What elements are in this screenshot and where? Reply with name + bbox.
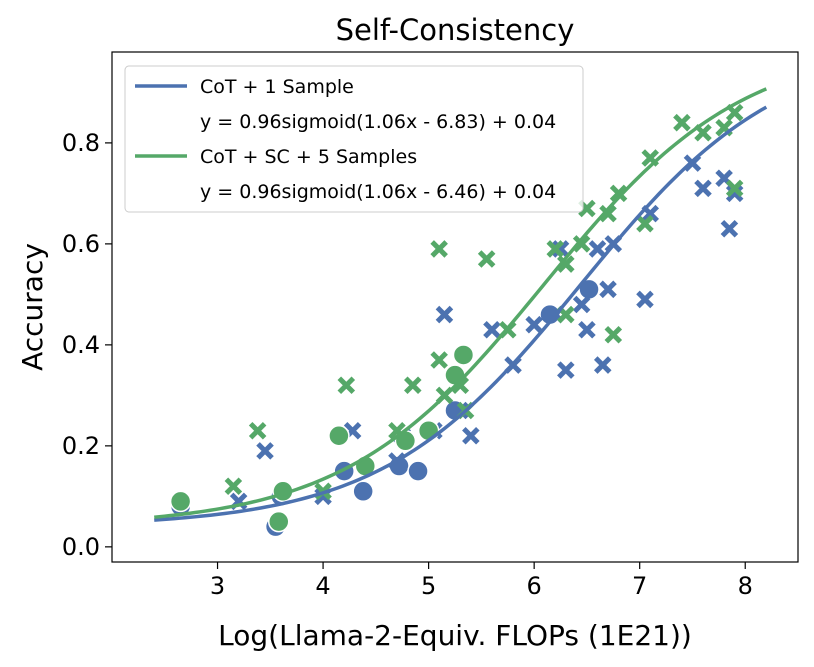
x-tick-label: 5: [421, 572, 436, 600]
data-point-x: [248, 421, 267, 440]
data-point-x: [636, 290, 654, 309]
fit-line: [154, 105, 768, 522]
data-point-x: [337, 376, 356, 395]
data-point-x: [224, 477, 243, 496]
data-point-circle: [268, 510, 290, 533]
x-tick-label: 7: [632, 572, 647, 600]
data-point-x: [694, 179, 712, 198]
x-tick-label: 8: [738, 572, 753, 600]
y-tick-label: 0.4: [62, 331, 100, 359]
legend-equation: y = 0.96sigmoid(1.06x - 6.83) + 0.04: [200, 111, 556, 133]
y-axis-label: Accuracy: [16, 243, 49, 371]
y-tick-label: 0.0: [62, 533, 100, 561]
data-point-x: [673, 113, 691, 132]
data-point-x: [599, 204, 617, 223]
data-point-x: [388, 421, 406, 440]
data-point-x: [578, 320, 596, 339]
data-point-x: [720, 219, 739, 238]
data-point-x: [572, 235, 591, 253]
data-point-circle: [352, 480, 374, 503]
legend-label: CoT + SC + 5 Samples: [200, 146, 417, 168]
data-point-x: [525, 315, 543, 334]
data-point-x: [604, 326, 623, 344]
y-tick-label: 0.2: [62, 432, 100, 460]
data-point-x: [609, 184, 628, 203]
data-point-circle: [169, 490, 192, 513]
x-tick-label: 6: [527, 572, 542, 600]
data-point-x: [636, 214, 654, 233]
x-axis-label: Log(Llama-2-Equiv. FLOPs (1E21)): [218, 619, 692, 652]
data-point-x: [477, 250, 496, 268]
data-point-x: [430, 240, 448, 258]
data-point-x: [593, 356, 612, 374]
data-point-x: [435, 305, 454, 324]
data-point-x: [451, 376, 470, 395]
data-point-x: [725, 184, 744, 203]
data-point-x: [404, 376, 422, 395]
data-point-x: [483, 320, 501, 339]
data-point-x: [256, 442, 274, 460]
plot-frame: [111, 51, 799, 563]
x-tick-label: 4: [315, 572, 330, 600]
data-point-x: [588, 240, 607, 258]
data-point-x: [572, 295, 591, 314]
data-point-x: [599, 280, 617, 299]
data-point-x: [462, 426, 480, 445]
x-tick-label: 3: [210, 572, 225, 600]
legend-equation: y = 0.96sigmoid(1.06x - 6.46) + 0.04: [200, 181, 556, 203]
data-point-x: [557, 361, 575, 379]
data-point-x: [551, 240, 570, 258]
data-point-circle: [328, 425, 350, 447]
legend-box: [124, 65, 584, 213]
data-point-x: [725, 179, 744, 198]
data-point-x: [430, 351, 448, 369]
y-tick-label: 0.6: [62, 230, 100, 258]
legend-label: CoT + 1 Sample: [200, 76, 354, 98]
data-point-circle: [417, 419, 440, 442]
data-point-x: [546, 240, 565, 258]
fit-line: [154, 87, 768, 519]
chart-title: Self-Consistency: [336, 13, 575, 47]
data-point-circle: [539, 303, 561, 326]
y-tick-label: 0.8: [62, 129, 100, 157]
data-point-circle: [407, 460, 429, 482]
data-point-circle: [452, 344, 475, 366]
data-point-x: [557, 255, 575, 273]
data-point-x: [451, 401, 470, 420]
